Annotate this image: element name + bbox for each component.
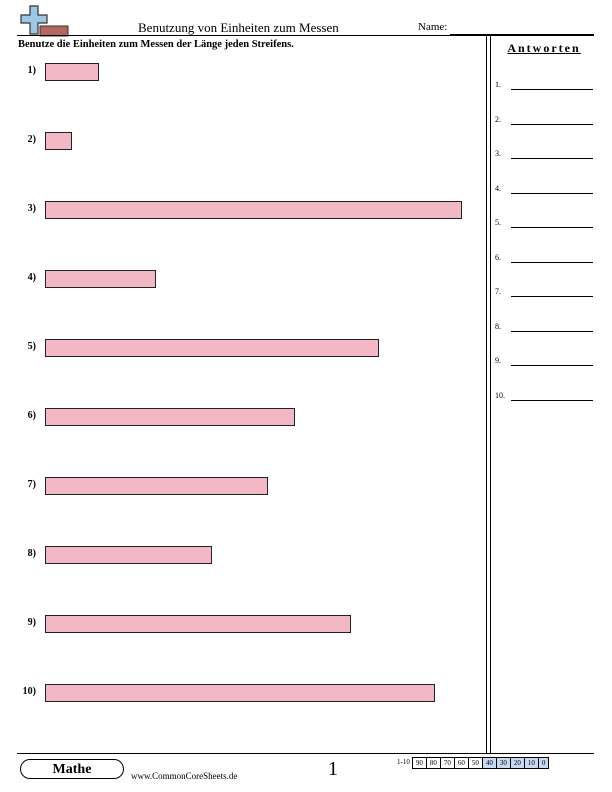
mathe-badge: Mathe: [20, 759, 124, 779]
score-cell: 70: [439, 757, 455, 769]
answer-number: 9.: [495, 356, 501, 365]
question-number: 1): [27, 65, 36, 76]
measure-strip: [45, 408, 295, 426]
question-number: 7): [27, 479, 36, 490]
answer-number: 5.: [495, 218, 501, 227]
answer-line[interactable]: [511, 123, 593, 125]
score-table: 1-10 90 80 70 60 50 40 30 20 10 0: [397, 757, 550, 769]
answer-line[interactable]: [511, 330, 593, 332]
measure-strip: [45, 132, 72, 150]
name-label: Name:: [418, 21, 448, 33]
site-url[interactable]: www.CommonCoreSheets.de: [131, 771, 238, 781]
score-label: 1-10: [397, 758, 410, 766]
answers-title: Antworten: [507, 41, 581, 55]
measure-strip: [45, 63, 99, 81]
name-input-line[interactable]: [450, 34, 594, 35]
measure-strip: [45, 339, 379, 357]
answer-line[interactable]: [511, 89, 593, 90]
question-number: 4): [27, 272, 36, 283]
footer-rule: [17, 753, 594, 754]
question-number: 9): [27, 617, 36, 628]
score-cell: 30: [495, 757, 511, 769]
answer-number: 6.: [495, 252, 501, 262]
answer-line[interactable]: [511, 399, 593, 401]
answer-line[interactable]: [511, 158, 593, 159]
answer-number: 2.: [495, 114, 501, 124]
instructions: Benutze die Einheiten zum Messen der Län…: [18, 39, 294, 50]
measure-strip: [45, 546, 212, 564]
question-number: 10): [22, 686, 36, 697]
score-cell: 60: [453, 757, 469, 769]
measure-strip: [45, 615, 351, 633]
answer-number: 7.: [495, 287, 501, 296]
measure-strip: [45, 270, 156, 288]
question-number: 5): [27, 341, 36, 352]
question-number: 6): [27, 410, 36, 421]
column-divider: [490, 35, 491, 753]
answer-number: 10.: [495, 390, 505, 400]
answer-number: 3.: [495, 149, 501, 158]
answer-number: 4.: [495, 183, 501, 193]
answer-line[interactable]: [511, 296, 593, 297]
question-number: 8): [27, 548, 36, 559]
answer-number: 8.: [495, 321, 501, 331]
measure-strip: [45, 477, 268, 495]
score-cell: 20: [509, 757, 525, 769]
score-cell: 90: [411, 757, 427, 769]
question-number: 2): [27, 134, 36, 145]
score-cell: 10: [523, 757, 539, 769]
column-divider: [486, 35, 487, 753]
question-number: 3): [27, 203, 36, 214]
measure-strip: [45, 201, 462, 219]
header-rule: [17, 35, 594, 36]
score-cell: 80: [425, 757, 441, 769]
answer-line[interactable]: [511, 192, 593, 194]
page-number: 1: [328, 758, 338, 780]
answer-number: 1.: [495, 80, 501, 89]
score-cell: 0: [537, 757, 550, 769]
answer-line[interactable]: [511, 227, 593, 228]
answer-line[interactable]: [511, 365, 593, 366]
score-cell: 50: [467, 757, 483, 769]
measure-strip: [45, 684, 435, 702]
score-cell: 40: [481, 757, 497, 769]
answer-line[interactable]: [511, 261, 593, 263]
worksheet-title: Benutzung von Einheiten zum Messen: [138, 20, 339, 35]
plus-ruler-logo-icon: [18, 4, 72, 38]
